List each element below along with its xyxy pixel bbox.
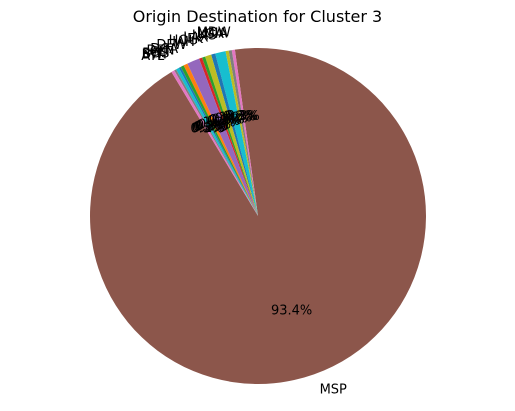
slice-label-mdw: MDW (197, 26, 231, 41)
pct-label-msp: 93.4% (271, 304, 312, 319)
pct-label-iah: 0.3% (207, 114, 240, 129)
slice-label-jfk: JFK (182, 32, 203, 47)
pct-label-lax: 0.4% (215, 111, 248, 126)
pie-slice-mdw (231, 49, 258, 216)
pie-slice-atl (171, 70, 258, 216)
slice-label-mia: MIA (203, 26, 227, 41)
pie-slices (90, 47, 427, 384)
slice-label-las: LAS (192, 28, 217, 43)
slice-label-bos: BOS (142, 46, 169, 61)
pie-slice-iah (199, 57, 258, 217)
slice-label-clt: CLT (149, 45, 172, 60)
pct-label-bos: 0.3% (193, 120, 226, 135)
slice-label-lga: LGA (198, 27, 224, 42)
slice-label-dca: DCA (150, 42, 178, 57)
slice-label-dfw: DFW (156, 38, 186, 53)
slice-label-lax: LAX (183, 30, 208, 45)
pct-label-las: 1.0% (219, 110, 252, 125)
pie-slice-msp (90, 47, 427, 384)
slice-label-hou: HOU (169, 34, 199, 49)
pie-slice-las (215, 51, 258, 217)
pct-label-hou: 0.3% (209, 113, 242, 128)
pie-labels: MSP 93.4% MDW 0.3% MIA 0.3% LGA 0.3% LAS 1.0% LAX 0… (141, 26, 347, 398)
chart-title: Origin Destination for Cluster 3 (132, 7, 383, 26)
slice-label-msp: MSP (320, 383, 347, 398)
pct-label-den: 0.3% (196, 119, 229, 134)
pie-slice-bwi (174, 69, 258, 216)
pct-label-jfk: 0.6% (211, 112, 244, 127)
pie-slice-mia (228, 50, 258, 216)
slice-label-atl: ATL (141, 49, 165, 64)
pie-slice-lax (211, 53, 258, 216)
pie-slice-jfk (205, 54, 258, 217)
pie-slice-clt (178, 66, 258, 216)
pct-label-dca: 0.4% (198, 118, 231, 133)
pct-label-lga: 0.3% (223, 109, 256, 124)
pct-label-mia: 0.3% (225, 109, 258, 124)
pct-label-mdw: 0.3% (227, 109, 260, 124)
pie-slice-bos (176, 67, 258, 216)
pie-slice-hou (202, 56, 258, 216)
pct-label-dfw: 1.2% (203, 116, 236, 131)
pct-label-atl: 0.3% (190, 122, 223, 137)
slice-label-bwi: BWI (142, 48, 167, 63)
pie-slice-den (180, 65, 258, 217)
slice-label-den: DEN (147, 44, 175, 59)
pct-label-clt: 0.2% (195, 119, 228, 134)
pct-label-bwi: 0.2% (192, 121, 225, 136)
pie-slice-lga (225, 50, 258, 217)
pie-slice-dfw (187, 58, 258, 217)
slice-label-iah: IAH (172, 35, 195, 50)
pie-slice-dca (183, 63, 258, 216)
